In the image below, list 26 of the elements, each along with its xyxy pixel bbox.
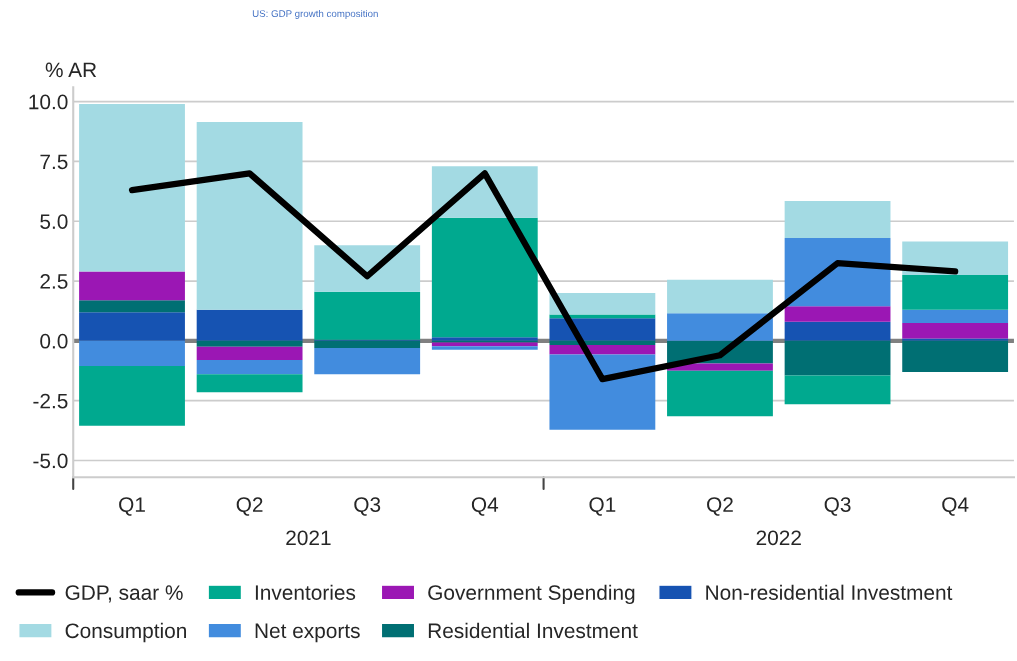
y-tick-label: 7.5 — [40, 154, 68, 170]
legend-label: Net exports — [255, 623, 360, 643]
chart-title: US: GDP growth composition — [252, 9, 378, 19]
x-tick-label: Q4 — [471, 497, 499, 516]
x-tick-label: Q2 — [236, 497, 263, 516]
y-tick-label: 2.5 — [40, 274, 68, 289]
legend-label: Government Spending — [428, 584, 635, 605]
y-tick-label: 0.0 — [40, 333, 68, 349]
y-axis-title: % AR — [45, 62, 97, 78]
y-tick-label: 10.0 — [29, 94, 68, 110]
legend-label: Consumption — [65, 622, 186, 643]
x-tick-label: Q3 — [354, 497, 381, 516]
text: 2022 — [756, 530, 801, 546]
x-tick-label: Q3 — [824, 497, 851, 516]
legend-label: Residential Investment — [428, 622, 638, 639]
legend-label: Non-residential Investment — [706, 584, 953, 600]
x-tick-label: Q1 — [119, 497, 145, 516]
legend-label: Inventories — [255, 584, 356, 600]
text: 2021 — [286, 530, 331, 546]
y-tick-label: -5.0 — [33, 453, 68, 469]
y-tick-label: 5.0 — [40, 214, 68, 229]
x-tick-label: Q2 — [707, 497, 733, 516]
legend-label: GDP, saar % — [65, 585, 183, 603]
y-tick-label: -2.5 — [33, 393, 68, 409]
x-tick-label: Q4 — [942, 497, 969, 516]
x-tick-label: Q1 — [589, 497, 616, 516]
